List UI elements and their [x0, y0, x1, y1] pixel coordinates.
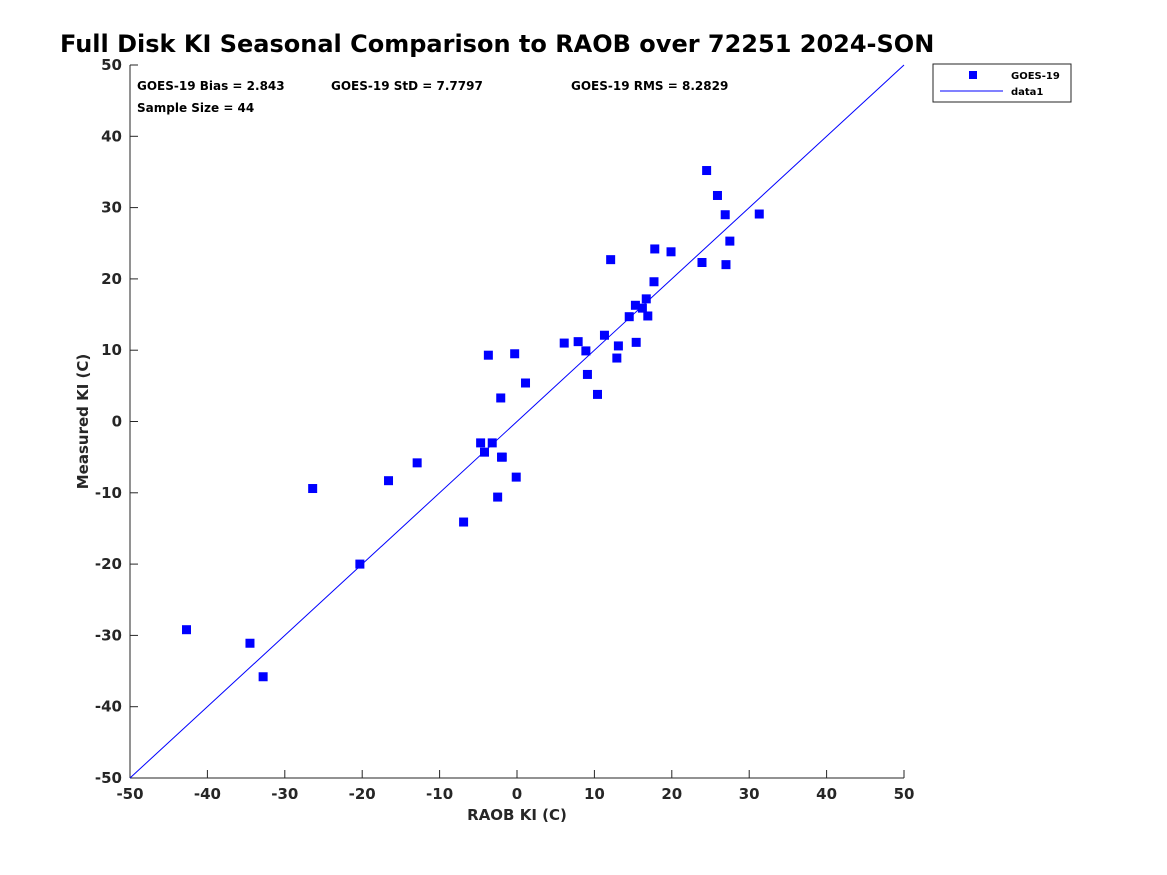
y-tick-label: -30 — [95, 626, 122, 644]
data-point — [581, 346, 591, 356]
data-point — [476, 438, 486, 448]
series-goes-19 — [182, 166, 764, 682]
y-tick-label: 40 — [101, 127, 122, 145]
data-point — [712, 190, 722, 200]
chart-title: Full Disk KI Seasonal Comparison to RAOB… — [60, 30, 934, 58]
data-point — [412, 458, 422, 468]
legend-label-data1: data1 — [1011, 87, 1043, 98]
data-point — [493, 492, 503, 502]
data-point — [720, 210, 730, 220]
data-point — [384, 476, 394, 486]
x-tick-label: -20 — [349, 785, 376, 803]
y-tick-label: -10 — [95, 484, 122, 502]
data-point — [559, 338, 569, 348]
data-point — [599, 330, 609, 340]
legend-label-goes-19: GOES-19 — [1011, 71, 1060, 82]
y-tick-label: 50 — [101, 56, 122, 74]
y-axis-ticks: 50 40 30 20 10 0 -10 -20 -30 -40 -50 — [95, 56, 138, 787]
data-point — [612, 353, 622, 363]
data-point — [613, 341, 623, 351]
fit-line-data1 — [129, 64, 905, 779]
data-point — [487, 438, 497, 448]
data-point — [754, 209, 764, 219]
data-point — [355, 559, 365, 569]
data-point — [649, 277, 659, 287]
x-tick-label: 40 — [816, 785, 837, 803]
data-point — [582, 369, 592, 379]
x-axis-ticks: -50 -40 -30 -20 -10 0 10 20 30 40 50 — [116, 770, 914, 803]
data-point — [521, 378, 531, 388]
data-point — [666, 247, 676, 257]
data-point — [258, 672, 268, 682]
x-tick-label: 0 — [512, 785, 522, 803]
legend-marker-goes-19 — [969, 71, 977, 79]
data-point — [592, 389, 602, 399]
y-tick-label: 0 — [112, 413, 122, 431]
x-tick-label: -50 — [116, 785, 143, 803]
x-tick-label: 50 — [894, 785, 915, 803]
x-tick-label: 10 — [584, 785, 605, 803]
data-point — [637, 303, 647, 313]
data-point — [725, 236, 735, 246]
legend: GOES-19 data1 — [932, 63, 1072, 103]
data-point — [511, 472, 521, 482]
data-point — [497, 452, 507, 462]
x-axis-label: RAOB KI (C) — [467, 806, 567, 824]
data-point — [624, 312, 634, 322]
data-point — [697, 258, 707, 268]
data-point — [630, 300, 640, 310]
data-point — [245, 638, 255, 648]
y-axis-label: Measured KI (C) — [74, 354, 92, 490]
y-tick-label: -50 — [95, 769, 122, 787]
data-point — [496, 393, 506, 403]
y-tick-label: 10 — [101, 341, 122, 359]
y-tick-label: -20 — [95, 555, 122, 573]
x-tick-label: -30 — [271, 785, 298, 803]
stat-rms: GOES-19 RMS = 8.2829 — [571, 79, 728, 93]
y-tick-label: 20 — [101, 270, 122, 288]
data-point — [479, 447, 489, 457]
data-point — [182, 625, 192, 635]
series-data1 — [129, 64, 905, 779]
data-point — [631, 337, 641, 347]
legend-box — [932, 63, 1072, 103]
data-point — [308, 484, 318, 494]
data-point — [606, 255, 616, 265]
data-point — [459, 517, 469, 527]
data-point — [702, 166, 712, 176]
data-point — [650, 244, 660, 254]
stat-std: GOES-19 StD = 7.7797 — [331, 79, 483, 93]
data-point — [721, 260, 731, 270]
stat-sample-size: Sample Size = 44 — [137, 101, 254, 115]
data-point — [641, 294, 651, 304]
data-point — [510, 349, 520, 359]
y-tick-label: -40 — [95, 698, 122, 716]
x-tick-label: -40 — [194, 785, 221, 803]
x-tick-label: 30 — [739, 785, 760, 803]
stat-bias: GOES-19 Bias = 2.843 — [137, 79, 285, 93]
x-tick-label: 20 — [661, 785, 682, 803]
data-point — [483, 350, 493, 360]
data-point — [573, 337, 583, 347]
y-tick-label: 30 — [101, 199, 122, 217]
data-point — [643, 311, 653, 321]
x-tick-label: -10 — [426, 785, 453, 803]
